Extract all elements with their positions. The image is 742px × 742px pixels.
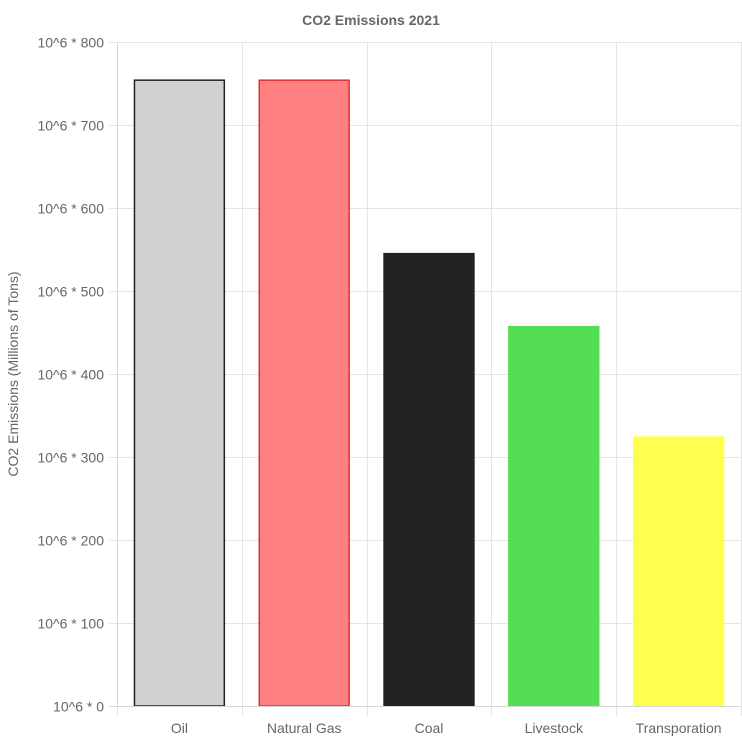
x-tick-label: Livestock bbox=[525, 720, 584, 736]
x-tick-label: Oil bbox=[171, 720, 188, 736]
y-tick-label: 10^6 * 0 bbox=[53, 699, 104, 715]
y-tick-label: 10^6 * 100 bbox=[37, 616, 104, 632]
x-tick-label: Natural Gas bbox=[267, 720, 342, 736]
y-tick-label: 10^6 * 600 bbox=[37, 201, 104, 217]
x-tick-label: Coal bbox=[415, 720, 444, 736]
bars bbox=[133, 79, 725, 707]
bar-oil[interactable] bbox=[133, 79, 226, 707]
bar-transporation[interactable] bbox=[632, 436, 725, 707]
chart-title: CO2 Emissions 2021 bbox=[302, 12, 440, 28]
y-tick-label: 10^6 * 500 bbox=[37, 284, 104, 300]
bar-livestock[interactable] bbox=[508, 325, 600, 707]
y-tick-label: 10^6 * 800 bbox=[37, 35, 104, 51]
tick-labels: 10^6 * 0 10^6 * 100 10^6 * 200 10^6 * 300 10… bbox=[37, 35, 721, 737]
y-tick-label: 10^6 * 700 bbox=[37, 118, 104, 134]
bar-natural-gas[interactable] bbox=[258, 79, 350, 707]
x-tick-label: Transporation bbox=[636, 720, 722, 736]
y-axis-title: CO2 Emissions (Millions of Tons) bbox=[5, 271, 21, 476]
axes bbox=[109, 42, 741, 707]
bar-coal[interactable] bbox=[383, 252, 475, 707]
y-tick-label: 10^6 * 200 bbox=[37, 533, 104, 549]
y-tick-label: 10^6 * 300 bbox=[37, 450, 104, 466]
y-tick-label: 10^6 * 400 bbox=[37, 367, 104, 383]
